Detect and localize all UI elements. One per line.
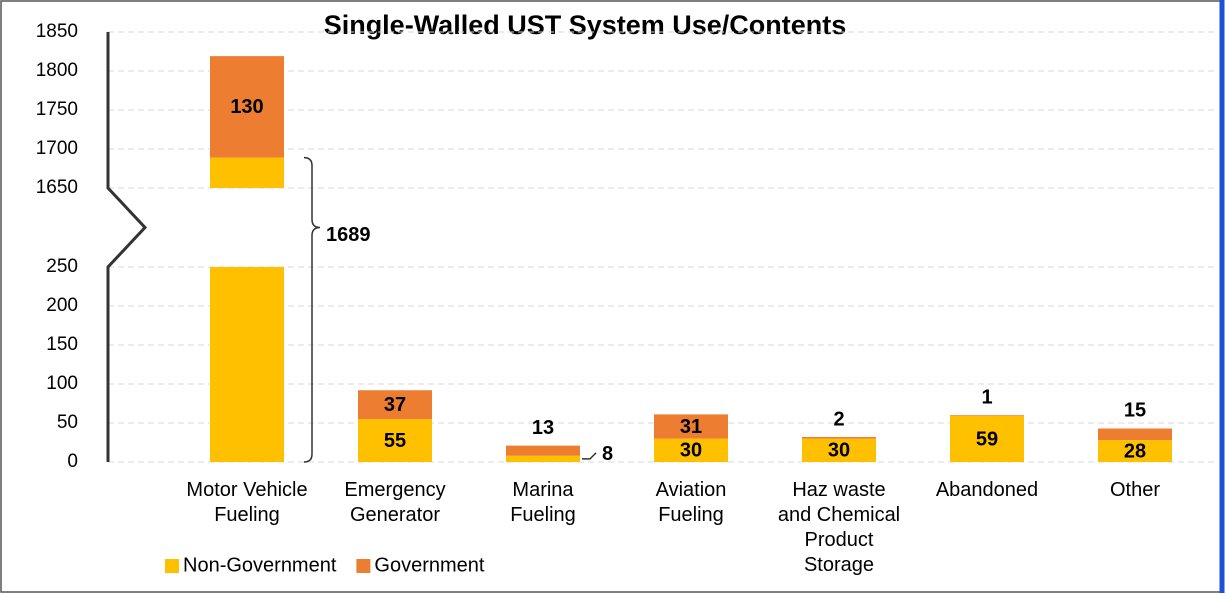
x-tick-label: Aviation Fueling: [656, 479, 727, 526]
y-tick-label: 50: [57, 412, 78, 433]
y-tick-label: 1650: [36, 177, 78, 198]
legend-swatch: [165, 559, 179, 573]
bar-segment: [950, 415, 1024, 416]
value-label: 8: [602, 443, 613, 465]
y-tick-label: 150: [46, 334, 78, 355]
value-label: 37: [384, 394, 406, 416]
value-label: 30: [680, 440, 702, 462]
y-tick-label: 1850: [36, 21, 78, 42]
value-label: 30: [828, 440, 850, 462]
bar-segment: [358, 390, 432, 420]
y-tick-label: 1800: [36, 60, 78, 81]
bar-segment: [210, 157, 284, 462]
bar-segment: [358, 419, 432, 462]
bar-segment: [654, 414, 728, 439]
x-tick-label: Abandoned: [936, 479, 1038, 501]
bar-segment: [950, 415, 1024, 462]
bar-segment: [802, 438, 876, 462]
bar-segment: [506, 455, 580, 462]
legend-label: Government: [374, 554, 484, 576]
y-axis: [106, 32, 148, 462]
x-tick-label: Haz waste and Chemical Product Storage: [778, 479, 900, 576]
value-label: 1689: [326, 224, 371, 246]
value-label: 15: [1124, 400, 1146, 422]
bar-segment: [1098, 428, 1172, 441]
y-tick-label: 250: [46, 256, 78, 277]
bar-segment: [802, 437, 876, 439]
bar-segment: [1098, 440, 1172, 462]
y-tick-label: 1700: [36, 138, 78, 159]
y-tick-label: 1750: [36, 99, 78, 120]
y-tick-label: 200: [46, 295, 78, 316]
chart-title: Single-Walled UST System Use/Contents: [324, 10, 847, 40]
value-label: 55: [384, 430, 406, 452]
brace: [303, 156, 321, 463]
x-tick-label: Emergency Generator: [344, 479, 445, 526]
value-label: 13: [532, 417, 554, 439]
y-tick-label: 0: [67, 451, 78, 472]
x-tick-label: Other: [1110, 479, 1160, 501]
value-label: 59: [976, 428, 998, 450]
x-tick-label: Marina Fueling: [510, 479, 576, 526]
value-label: 130: [230, 96, 263, 118]
legend-label: Non-Government: [183, 554, 337, 576]
leader: [582, 452, 597, 460]
bar-segment: [506, 445, 580, 456]
value-label: 28: [1124, 440, 1146, 462]
x-tick-label: Motor Vehicle Fueling: [186, 479, 307, 526]
value-label: 1: [981, 386, 992, 408]
legend-swatch: [356, 559, 371, 573]
value-label: 2: [833, 408, 844, 430]
y-tick-label: 100: [46, 373, 78, 394]
bar-segment: [210, 56, 284, 158]
bar-segment: [654, 438, 728, 462]
value-label: 31: [680, 416, 702, 438]
